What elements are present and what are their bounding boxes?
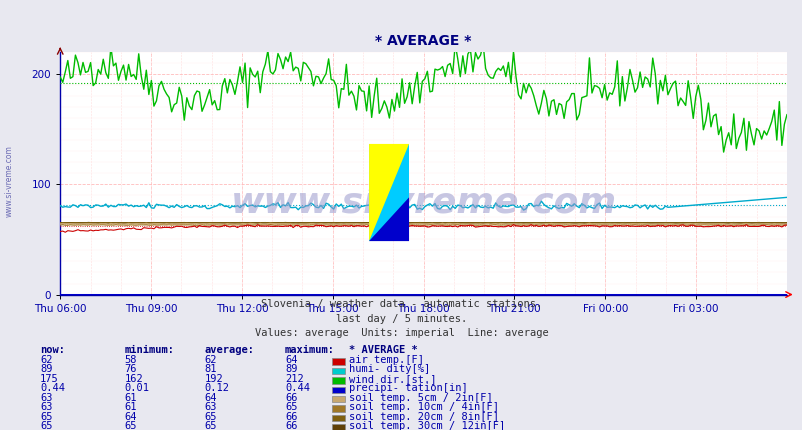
Text: 65: 65 [205,412,217,422]
Text: 63: 63 [40,402,53,412]
Bar [331,358,345,365]
Text: 65: 65 [40,412,53,422]
Text: Slovenia / weather data - automatic stations.: Slovenia / weather data - automatic stat… [261,299,541,310]
Text: wind dir.[st.]: wind dir.[st.] [349,374,436,384]
Text: 65: 65 [285,402,298,412]
Text: 65: 65 [124,421,137,430]
Bar [331,368,345,374]
Text: 175: 175 [40,374,59,384]
Text: soil temp. 30cm / 12in[F]: soil temp. 30cm / 12in[F] [349,421,505,430]
Text: 58: 58 [124,355,137,365]
Text: now:: now: [40,345,65,356]
Bar [331,424,345,430]
Text: soil temp. 5cm / 2in[F]: soil temp. 5cm / 2in[F] [349,393,492,403]
Text: 66: 66 [285,393,298,403]
Text: 65: 65 [40,421,53,430]
Text: air temp.[F]: air temp.[F] [349,355,423,365]
Text: 63: 63 [205,402,217,412]
Text: 61: 61 [124,402,137,412]
Text: 212: 212 [285,374,303,384]
Text: maximum:: maximum: [285,345,334,356]
Text: 64: 64 [285,355,298,365]
Text: humi- dity[%]: humi- dity[%] [349,364,430,375]
Text: 0.12: 0.12 [205,383,229,393]
Polygon shape [369,144,408,241]
Text: 81: 81 [205,364,217,375]
Bar [331,396,345,402]
Text: 0.01: 0.01 [124,383,149,393]
Text: Values: average  Units: imperial  Line: average: Values: average Units: imperial Line: av… [254,328,548,338]
Text: average:: average: [205,345,254,356]
Text: soil temp. 20cm / 8in[F]: soil temp. 20cm / 8in[F] [349,412,499,422]
Text: 63: 63 [40,393,53,403]
Bar [331,387,345,393]
Bar [331,377,345,384]
Text: 0.44: 0.44 [40,383,65,393]
Title: * AVERAGE *: * AVERAGE * [375,34,472,48]
Text: www.si-vreme.com: www.si-vreme.com [5,144,14,217]
Text: soil temp. 10cm / 4in[F]: soil temp. 10cm / 4in[F] [349,402,499,412]
Text: 65: 65 [205,421,217,430]
Text: precipi- tation[in]: precipi- tation[in] [349,383,468,393]
Text: 89: 89 [40,364,53,375]
Text: 66: 66 [285,412,298,422]
FancyBboxPatch shape [369,144,408,241]
Text: 76: 76 [124,364,137,375]
Text: minimum:: minimum: [124,345,174,356]
Text: * AVERAGE *: * AVERAGE * [349,345,418,356]
Text: 66: 66 [285,421,298,430]
Bar [331,405,345,412]
Text: 162: 162 [124,374,143,384]
Text: 64: 64 [124,412,137,422]
Text: 61: 61 [124,393,137,403]
Text: 62: 62 [40,355,53,365]
Text: 192: 192 [205,374,223,384]
Text: last day / 5 minutes.: last day / 5 minutes. [335,313,467,324]
Text: www.si-vreme.com: www.si-vreme.com [230,185,616,219]
Polygon shape [369,197,408,241]
Text: 64: 64 [205,393,217,403]
Text: 0.44: 0.44 [285,383,310,393]
Text: 62: 62 [205,355,217,365]
Text: 89: 89 [285,364,298,375]
Bar [331,415,345,421]
